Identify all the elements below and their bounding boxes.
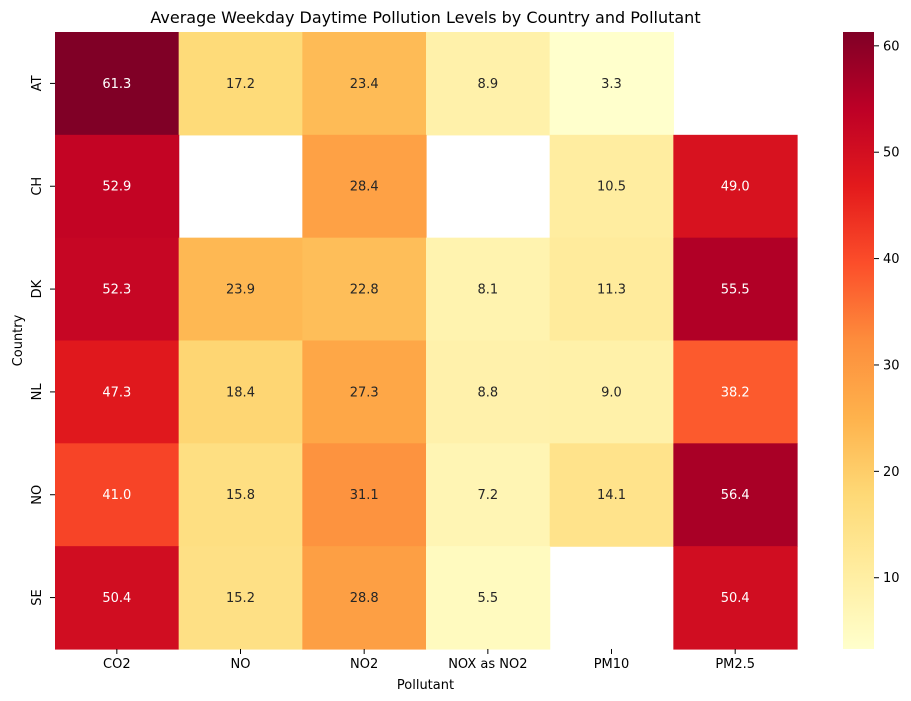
heatmap-cell-NL-PM2.5 [673, 340, 798, 444]
heatmap-cell-AT-CO2 [55, 32, 180, 136]
x-tick-label: NO2 [350, 657, 378, 672]
heatmap-cell-NL-NO [178, 340, 303, 444]
heatmap-cell-AT-NO2 [302, 32, 427, 136]
colorbar-gradient [843, 32, 874, 649]
cell-value-label: 28.8 [350, 591, 379, 606]
y-tick-label: DK [30, 279, 45, 298]
heatmap-cell-NL-CO2 [55, 340, 180, 444]
cell-value-label: 47.3 [102, 385, 131, 400]
heatmap-cell-SE-NOX-as-NO2 [426, 546, 551, 650]
colorbar: 10 20 30 40 50 60 [843, 32, 900, 649]
heatmap-cell-AT-NOX-as-NO2 [426, 32, 551, 136]
cell-value-label: 9.0 [601, 385, 622, 400]
heatmap-cell-DK-NO2 [302, 237, 427, 342]
cell-value-label: 15.8 [226, 488, 255, 503]
cell-value-label: 56.4 [721, 488, 750, 503]
cell-value-label: 52.9 [102, 180, 131, 195]
cell-value-label: 18.4 [226, 385, 255, 400]
cell-value-label: 27.3 [350, 385, 379, 400]
cell-value-label: 23.4 [350, 77, 379, 92]
heatmap-cell-NO-CO2 [55, 443, 180, 547]
heatmap-cell-DK-NOX-as-NO2 [426, 237, 551, 342]
cell-value-label: 11.3 [597, 283, 626, 298]
cell-value-label: 8.8 [478, 385, 499, 400]
colorbar-tick-label: 20 [883, 465, 900, 480]
y-axis-ticks: AT CH DK NL NO SE [30, 75, 55, 606]
heatmap-cell-CH-PM2.5 [673, 134, 798, 239]
cell-value-label: 17.2 [226, 77, 255, 92]
cell-value-label: 8.1 [478, 283, 499, 298]
x-tick-label: PM10 [594, 657, 630, 672]
heatmap-cell-SE-NO2 [302, 546, 427, 650]
cell-value-label: 3.3 [601, 77, 622, 92]
x-axis-ticks: CO2 NO NO2 NOX as NO2 PM10 PM2.5 [103, 648, 755, 672]
cell-value-label: 38.2 [721, 385, 750, 400]
y-tick-label: SE [30, 589, 45, 605]
heatmap-cell-NO-NO2 [302, 443, 427, 547]
heatmap-cell-AT-PM10 [549, 32, 674, 136]
cell-value-label: 31.1 [350, 488, 379, 503]
y-tick-label: NL [30, 383, 45, 401]
colorbar-tick-label: 10 [883, 571, 900, 586]
x-axis-label: Pollutant [397, 678, 454, 693]
heatmap-cells: 61.3 17.2 23.4 8.9 3.3 52.9 28.4 10.5 49.0 52.3 23… [55, 32, 798, 650]
heatmap-cell-DK-PM10 [549, 237, 674, 342]
heatmap-cell-DK-NO [178, 237, 303, 342]
colorbar-tick-label: 50 [883, 146, 900, 161]
heatmap-cell-DK-PM2.5 [673, 237, 798, 342]
heatmap-cell-SE-NO [178, 546, 303, 650]
colorbar-tick-label: 30 [883, 358, 900, 373]
x-tick-label: CO2 [103, 657, 131, 672]
cell-value-label: 10.5 [597, 180, 626, 195]
cell-value-label: 50.4 [102, 591, 131, 606]
colorbar-tick-label: 40 [883, 252, 900, 267]
cell-value-label: 14.1 [597, 488, 626, 503]
heatmap-cell-NO-PM2.5 [673, 443, 798, 547]
cell-value-label: 50.4 [721, 591, 750, 606]
heatmap-cell-NL-PM10 [549, 340, 674, 444]
y-tick-label: CH [30, 177, 45, 196]
heatmap-cell-SE-PM2.5 [673, 546, 798, 650]
heatmap-cell-NO-NOX-as-NO2 [426, 443, 551, 547]
cell-value-label: 22.8 [350, 283, 379, 298]
cell-value-label: 15.2 [226, 591, 255, 606]
cell-value-label: 5.5 [478, 591, 499, 606]
cell-value-label: 61.3 [102, 77, 131, 92]
cell-value-label: 52.3 [102, 283, 131, 298]
cell-value-label: 49.0 [721, 180, 750, 195]
cell-value-label: 8.9 [478, 77, 499, 92]
heatmap-cell-SE-CO2 [55, 546, 180, 650]
heatmap-cell-NO-PM10 [549, 443, 674, 547]
chart-title: Average Weekday Daytime Pollution Levels… [150, 8, 700, 27]
heatmap-cell-NL-NO2 [302, 340, 427, 444]
cell-value-label: 28.4 [350, 180, 379, 195]
x-tick-label: PM2.5 [715, 657, 755, 672]
heatmap-cell-NL-NOX-as-NO2 [426, 340, 551, 444]
y-tick-label: AT [30, 75, 45, 91]
heatmap-cell-DK-CO2 [55, 237, 180, 342]
heatmap-cell-AT-NO [178, 32, 303, 136]
y-tick-label: NO [30, 485, 45, 505]
x-tick-label: NO [231, 657, 251, 672]
heatmap-cell-CH-PM10 [549, 134, 674, 239]
y-axis-label: Country [11, 314, 26, 366]
colorbar-tick-label: 60 [883, 39, 900, 54]
cell-value-label: 41.0 [102, 488, 131, 503]
x-tick-label: NOX as NO2 [448, 657, 527, 672]
heatmap-cell-NO-NO [178, 443, 303, 547]
cell-value-label: 7.2 [478, 488, 499, 503]
cell-value-label: 55.5 [721, 283, 750, 298]
cell-value-label: 23.9 [226, 283, 255, 298]
heatmap-cell-CH-NO2 [302, 134, 427, 239]
heatmap-cell-CH-CO2 [55, 134, 180, 239]
